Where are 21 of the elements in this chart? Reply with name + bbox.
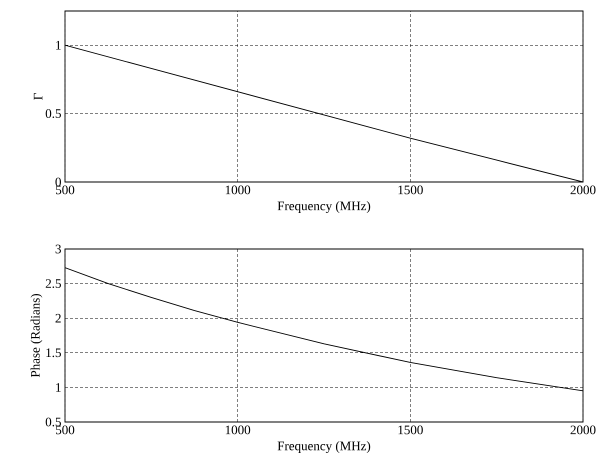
y-tick-label: 1.5 (46, 348, 61, 358)
x-tick-label: 2000 (570, 186, 596, 194)
x-tick-label: 1500 (398, 186, 423, 194)
x-tick-label: 500 (56, 186, 74, 194)
y-tick-label: 1 (56, 40, 61, 50)
x-tick-label: 500 (56, 426, 74, 434)
x-tick-label: 1500 (398, 426, 423, 434)
y-tick-label: 1 (56, 383, 61, 392)
y-axis-title: Γ (34, 93, 42, 100)
x-axis-title: Frequency (MHz) (278, 441, 370, 453)
y-tick-label: 0 (55, 178, 61, 186)
x-axis-title: Frequency (MHz) (278, 201, 370, 213)
y-tick-label: 2 (56, 314, 61, 323)
y-tick-label: 0.5 (46, 109, 61, 118)
y-tick-label: 2.5 (46, 279, 61, 288)
x-tick-label: 2000 (570, 426, 596, 434)
x-tick-label: 1000 (226, 186, 250, 194)
y-tick-label: 3 (56, 244, 61, 254)
y-axis-title: Phase (Radians) (30, 294, 42, 378)
x-tick-label: 1000 (226, 426, 250, 434)
y-tick-label: 0.5 (46, 418, 61, 426)
